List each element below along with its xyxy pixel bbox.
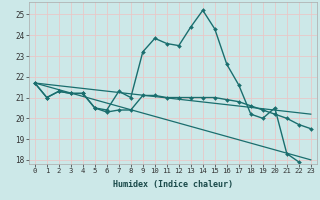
X-axis label: Humidex (Indice chaleur): Humidex (Indice chaleur) — [113, 180, 233, 189]
